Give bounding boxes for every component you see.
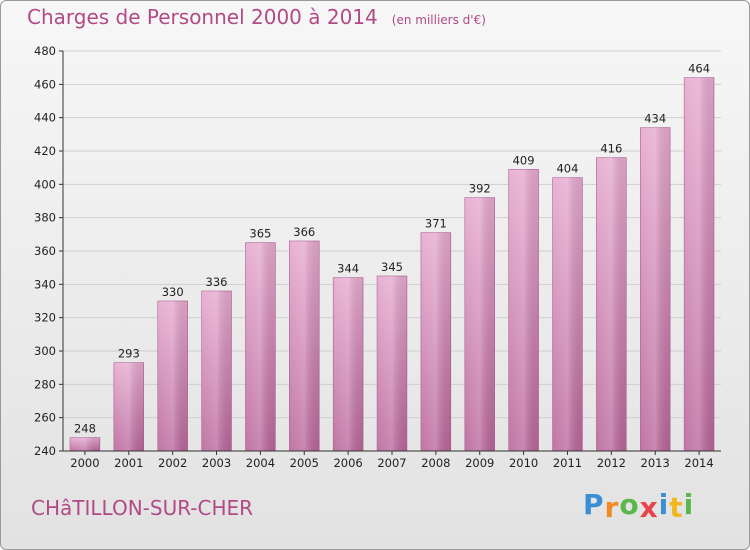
data-label-2003: 336 [206,275,228,289]
x-tick-label-2002: 2002 [158,456,187,470]
logo-letter: r [604,491,620,524]
x-tick-label-2004: 2004 [246,456,275,470]
y-tick-label: 420 [34,144,56,158]
bar-sheen-2004 [245,242,276,451]
bar-sheen-2006 [333,277,364,451]
bar-sheen-2000 [70,437,100,451]
bar-sheen-2010 [508,169,539,452]
data-label-2001: 293 [118,347,140,361]
x-tick-label-2013: 2013 [641,456,670,470]
bar-sheen-2012 [596,157,627,451]
x-tick-label-2008: 2008 [421,456,450,470]
x-tick-label-2012: 2012 [597,456,626,470]
bar-sheen-2014 [684,77,714,452]
x-tick-label-2003: 2003 [202,456,231,470]
y-tick-label: 260 [34,411,56,425]
chart-title-text: Charges de Personnel 2000 à 2014 [27,5,378,29]
bar-sheen-2008 [420,232,451,451]
logo-letter: o [619,488,640,521]
data-label-2011: 404 [556,162,578,176]
data-label-2013: 434 [644,112,666,126]
y-tick-label: 340 [34,277,56,291]
y-tick-label: 480 [34,44,56,58]
data-label-2009: 392 [469,182,491,196]
y-tick-label: 400 [34,177,56,191]
bars [69,77,715,452]
x-tick-label-2009: 2009 [465,456,494,470]
y-tick-label: 440 [34,111,56,125]
logo-letter: t [669,491,684,524]
bar-sheen-2003 [201,291,232,451]
y-tick-label: 360 [34,244,56,258]
bar-sheen-2001 [113,362,144,451]
bar-sheen-2002 [157,301,188,451]
axes [59,50,721,455]
x-tick-label-2001: 2001 [114,456,143,470]
bar-sheen-2007 [377,276,407,451]
x-tick-label-2006: 2006 [333,456,362,470]
logo-letter: i [658,488,670,521]
x-tick-label-2014: 2014 [684,456,713,470]
y-tick-label: 320 [34,311,56,325]
bar-sheen-2005 [289,241,320,451]
y-tick-label: 280 [34,377,56,391]
labels: 240 260 280 300 320 340 360 380 400 420 440 460 480 2… [34,44,714,470]
bar-sheen-2011 [552,177,583,451]
data-label-2008: 371 [425,217,447,231]
data-label-2012: 416 [600,142,622,156]
data-label-2014: 464 [688,62,710,76]
x-tick-label-2005: 2005 [290,456,319,470]
logo-letter: x [639,491,659,524]
data-label-2002: 330 [162,285,184,299]
x-tick-label-2010: 2010 [509,456,538,470]
data-label-2005: 366 [293,225,315,239]
x-tick-label-2000: 2000 [70,456,99,470]
bar-sheen-2009 [464,197,495,451]
x-tick-label-2007: 2007 [377,456,406,470]
y-tick-label: 300 [34,344,56,358]
commune-name: CHâTILLON-SUR-CHER [31,496,254,520]
logo-letter: P [583,488,605,521]
data-label-2006: 344 [337,262,359,276]
y-tick-label: 380 [34,211,56,225]
logo-letter: i [683,488,695,521]
y-tick-label: 240 [34,444,56,458]
data-label-2004: 365 [249,227,271,241]
x-tick-label-2011: 2011 [553,456,582,470]
data-label-2010: 409 [513,153,535,167]
proxiti-logo: Proxiti [583,488,695,524]
chart-title: Charges de Personnel 2000 à 2014 (en mill… [27,5,486,29]
y-tick-label: 460 [34,77,56,91]
data-label-2007: 345 [381,260,403,274]
bar-sheen-2013 [640,127,671,452]
data-label-2000: 248 [74,422,96,436]
chart-subtitle: (en milliers d'€) [391,13,486,27]
